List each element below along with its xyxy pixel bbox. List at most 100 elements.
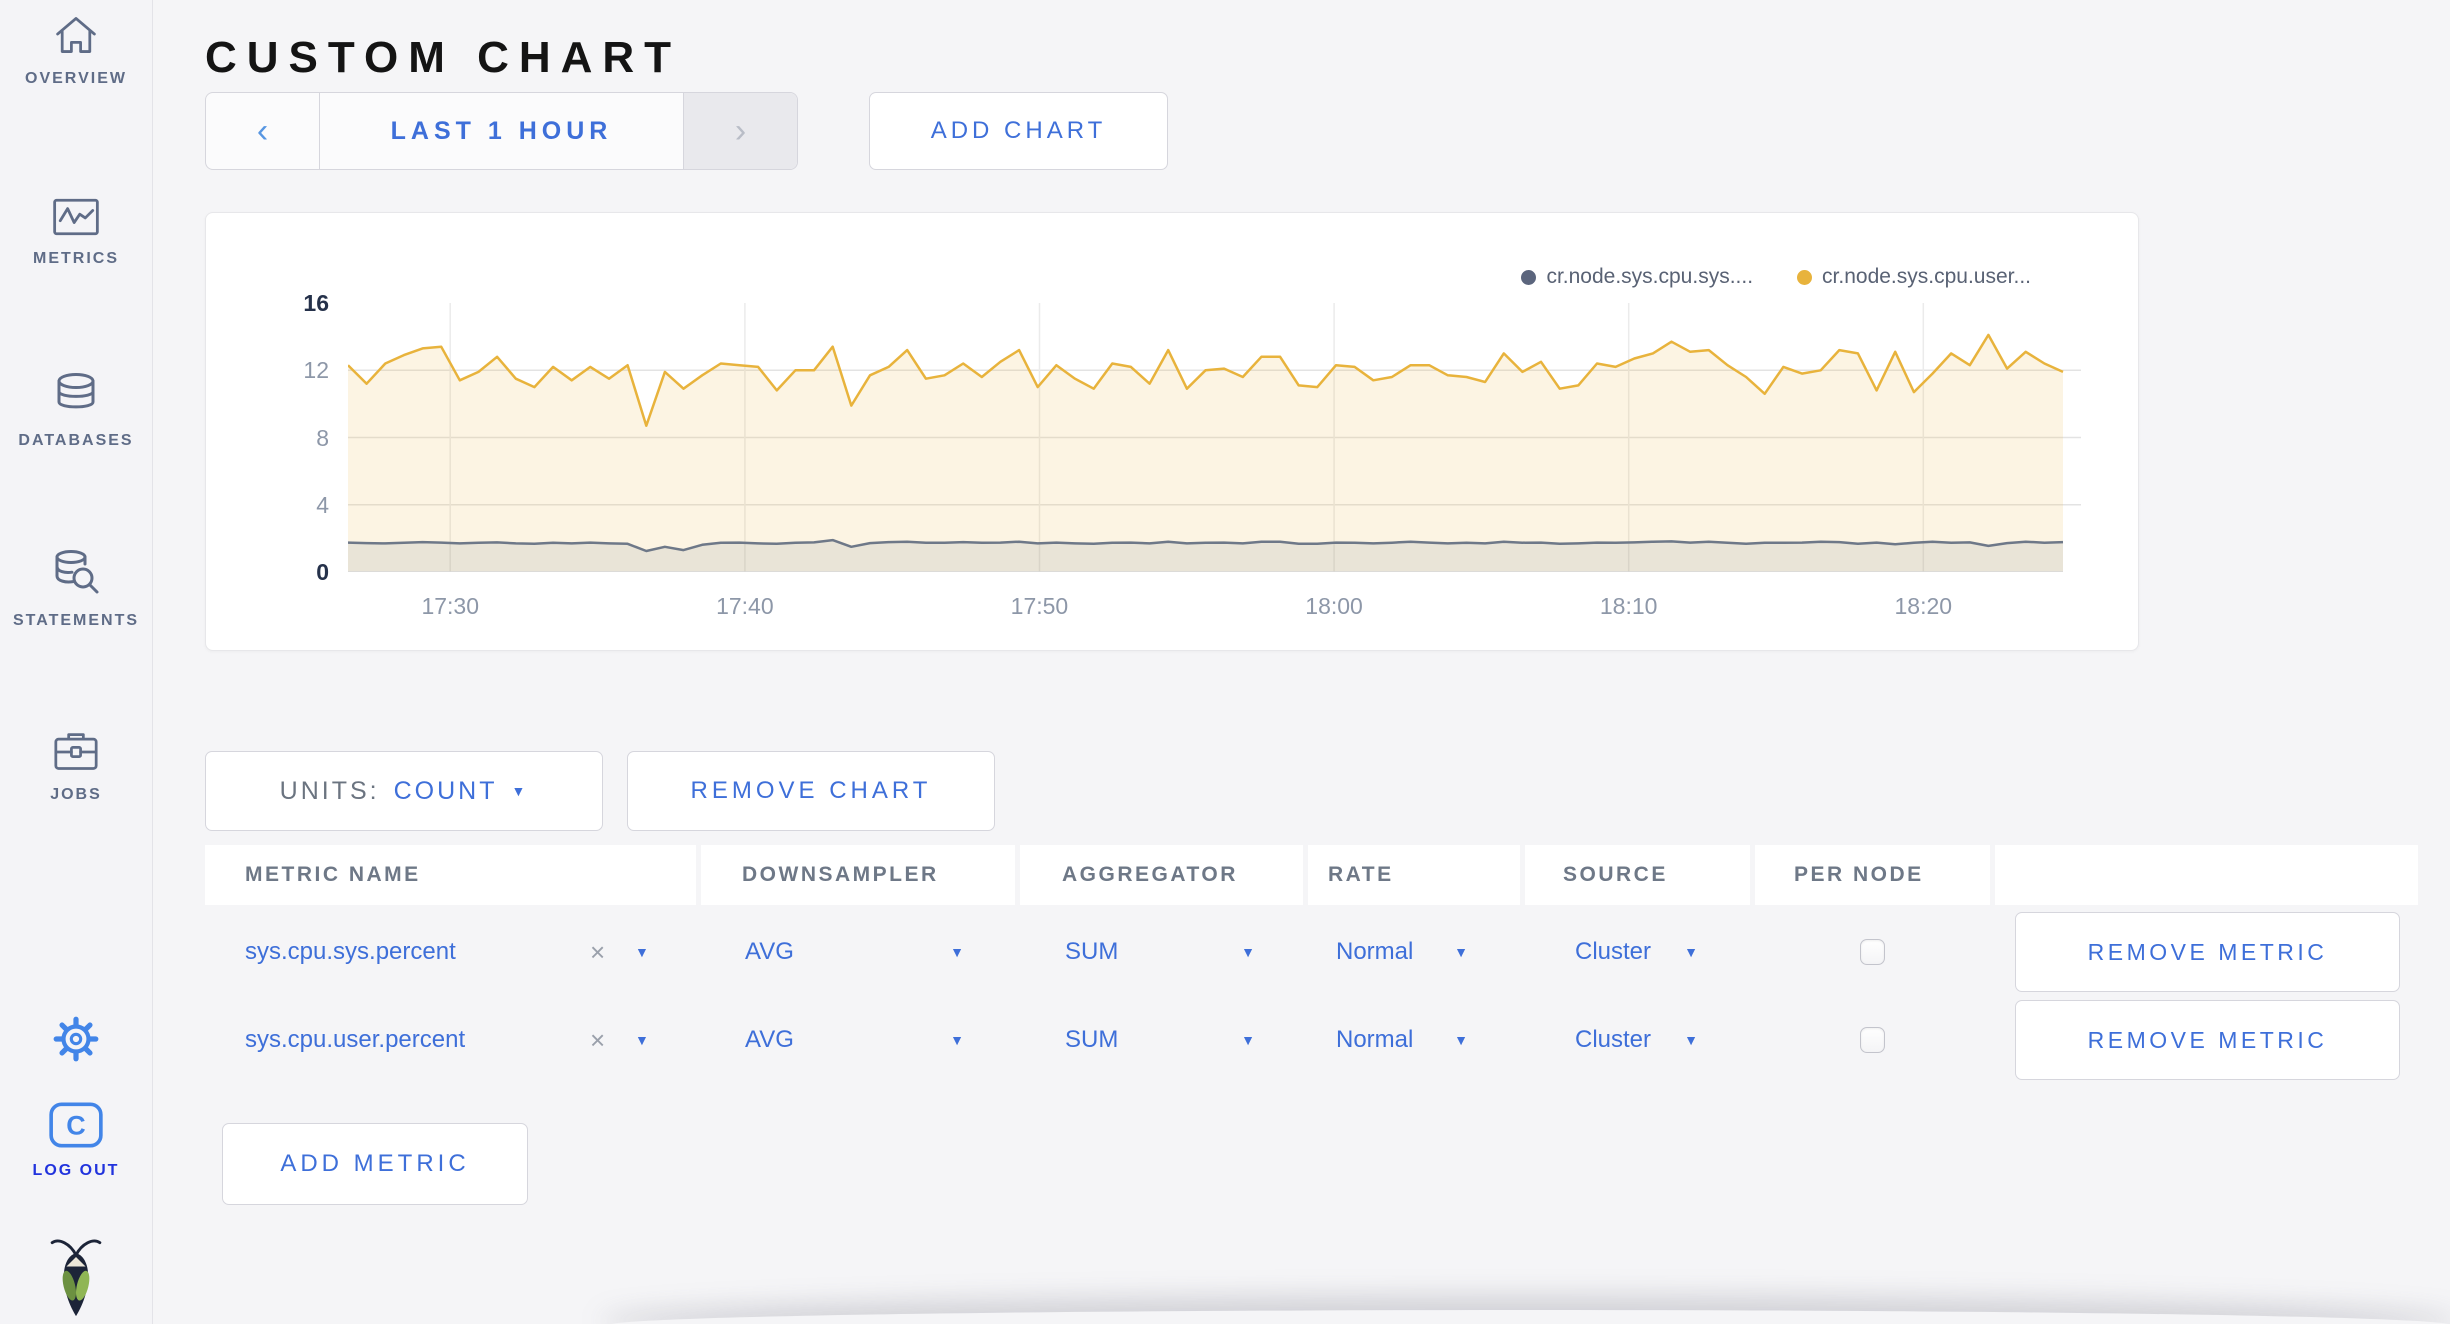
chevron-down-icon[interactable]: ▼	[635, 1032, 649, 1048]
table-row: sys.cpu.sys.percent × ▼ AVG ▼ SUM ▼ Norm…	[205, 908, 2418, 996]
scroll-shadow	[610, 1310, 2450, 1324]
sidebar-item-overview[interactable]: OVERVIEW	[0, 12, 152, 88]
metric-name-select[interactable]: sys.cpu.user.percent × ▼	[205, 996, 696, 1084]
remove-metric-button[interactable]: REMOVE METRIC	[2015, 912, 2400, 992]
rate-value: Normal	[1336, 1026, 1414, 1053]
rate-select[interactable]: Normal ▼	[1308, 996, 1520, 1084]
remove-chart-button[interactable]: REMOVE CHART	[627, 751, 995, 831]
aggregator-value: SUM	[1065, 938, 1119, 965]
time-range-selector: ‹ LAST 1 HOUR ›	[205, 92, 798, 170]
logout-button[interactable]: C LOG OUT	[0, 1100, 152, 1180]
column-header-per-node: PER NODE	[1755, 845, 1990, 905]
x-axis-tick-label: 17:50	[1010, 593, 1069, 619]
units-value: COUNT	[393, 776, 498, 805]
x-axis-tick-label: 17:40	[716, 593, 774, 619]
clear-metric-icon[interactable]: ×	[590, 1024, 606, 1055]
chevron-down-icon: ▼	[1454, 944, 1468, 960]
page-title: CUSTOM CHART	[205, 33, 682, 83]
sidebar: OVERVIEW METRICS DATABASES ST	[0, 0, 153, 1324]
sidebar-item-label: DATABASES	[18, 432, 134, 449]
per-node-checkbox[interactable]	[1860, 1027, 1885, 1053]
downsampler-select[interactable]: AVG ▼	[701, 996, 1015, 1084]
downsampler-value: AVG	[745, 1026, 794, 1053]
aggregator-value: SUM	[1065, 1026, 1119, 1053]
svg-text:C: C	[66, 1110, 85, 1140]
per-node-checkbox[interactable]	[1860, 939, 1885, 965]
metric-name-select[interactable]: sys.cpu.sys.percent × ▼	[205, 908, 696, 996]
home-icon	[56, 17, 96, 53]
chevron-down-icon[interactable]: ▼	[635, 944, 649, 960]
settings-button[interactable]	[0, 1014, 152, 1064]
time-range-label[interactable]: LAST 1 HOUR	[390, 116, 613, 145]
x-axis-tick-label: 18:20	[1894, 593, 1953, 619]
source-value: Cluster	[1575, 1026, 1652, 1053]
chevron-down-icon: ▼	[1454, 1032, 1468, 1048]
metrics-table-header: METRIC NAME DOWNSAMPLER AGGREGATOR RATE …	[205, 845, 2418, 905]
units-label: UNITS:	[279, 776, 380, 805]
aggregator-select[interactable]: SUM ▼	[1020, 996, 1303, 1084]
clear-metric-icon[interactable]: ×	[590, 936, 606, 967]
source-select[interactable]: Cluster ▼	[1525, 908, 1750, 996]
rate-value: Normal	[1336, 938, 1414, 965]
rate-select[interactable]: Normal ▼	[1308, 908, 1520, 996]
gear-icon	[53, 1016, 99, 1062]
database-icon	[57, 373, 95, 409]
column-header-downsampler: DOWNSAMPLER	[701, 845, 1015, 905]
chevron-down-icon: ▼	[1684, 944, 1698, 960]
units-dropdown[interactable]: UNITS: COUNT ▼	[205, 751, 603, 831]
sidebar-item-label: JOBS	[50, 786, 102, 803]
jobs-icon	[54, 733, 98, 770]
cockroach-bug-icon	[50, 1239, 102, 1317]
chevron-down-icon: ▼	[511, 783, 529, 799]
y-axis-tick-label: 0	[316, 559, 329, 585]
time-range-next-button[interactable]: ›	[683, 93, 797, 169]
downsampler-select[interactable]: AVG ▼	[701, 908, 1015, 996]
source-select[interactable]: Cluster ▼	[1525, 996, 1750, 1084]
aggregator-select[interactable]: SUM ▼	[1020, 908, 1303, 996]
sidebar-item-label: STATEMENTS	[12, 612, 140, 629]
x-axis-tick-label: 18:10	[1599, 593, 1658, 619]
column-header-source: SOURCE	[1525, 845, 1750, 905]
y-axis-tick-label: 8	[316, 424, 329, 451]
chevron-down-icon: ▼	[950, 1032, 964, 1048]
chart-legend: cr.node.sys.cpu.sys.... cr.node.sys.cpu.u…	[1521, 265, 2031, 289]
cockroach-c-icon: C	[49, 1102, 103, 1148]
chart-card: cr.node.sys.cpu.sys.... cr.node.sys.cpu.u…	[205, 212, 2139, 651]
column-header-actions	[1995, 845, 2418, 905]
sidebar-item-databases[interactable]: DATABASES	[0, 372, 152, 450]
column-header-metric-name: METRIC NAME	[205, 845, 696, 905]
legend-dot-icon	[1521, 269, 1537, 285]
time-range-prev-button[interactable]: ‹	[206, 93, 320, 169]
sidebar-item-statements[interactable]: STATEMENTS	[0, 548, 152, 630]
sidebar-item-label: METRICS	[33, 250, 119, 267]
table-row: sys.cpu.user.percent × ▼ AVG ▼ SUM ▼ Nor…	[205, 996, 2418, 1084]
line-chart-plot[interactable]	[348, 303, 2081, 572]
chevron-down-icon: ▼	[1684, 1032, 1698, 1048]
chevron-right-icon: ›	[734, 111, 747, 150]
chevron-left-icon: ‹	[256, 111, 269, 150]
add-metric-button[interactable]: ADD METRIC	[222, 1123, 528, 1205]
legend-item[interactable]: cr.node.sys.cpu.user...	[1797, 265, 2031, 289]
chevron-down-icon: ▼	[950, 944, 964, 960]
add-chart-button[interactable]: ADD CHART	[869, 92, 1168, 170]
legend-label: cr.node.sys.cpu.user...	[1822, 265, 2031, 288]
column-header-aggregator: AGGREGATOR	[1020, 845, 1303, 905]
legend-label: cr.node.sys.cpu.sys....	[1546, 265, 1754, 288]
y-axis-tick-label: 16	[303, 290, 329, 316]
metrics-icon	[53, 198, 99, 236]
remove-metric-button[interactable]: REMOVE METRIC	[2015, 1000, 2400, 1080]
legend-item[interactable]: cr.node.sys.cpu.sys....	[1521, 265, 1753, 289]
chevron-down-icon: ▼	[1241, 944, 1255, 960]
downsampler-value: AVG	[745, 938, 794, 965]
sidebar-item-metrics[interactable]: METRICS	[0, 196, 152, 268]
source-value: Cluster	[1575, 938, 1652, 965]
y-axis-tick-label: 4	[316, 491, 329, 518]
metric-name-value: sys.cpu.sys.percent	[245, 938, 456, 965]
column-header-rate: RATE	[1308, 845, 1520, 905]
y-axis-tick-label: 12	[303, 357, 329, 384]
statements-icon	[55, 550, 99, 594]
sidebar-item-jobs[interactable]: JOBS	[0, 730, 152, 804]
legend-dot-icon	[1797, 269, 1813, 285]
chevron-down-icon: ▼	[1241, 1032, 1255, 1048]
